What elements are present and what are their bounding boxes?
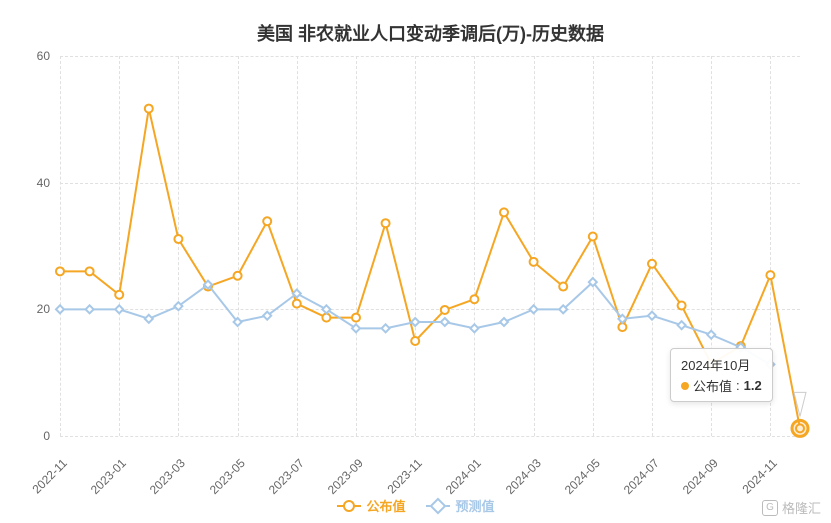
legend-label-forecast: 预测值: [456, 496, 495, 515]
legend-label-actual: 公布值: [366, 496, 405, 515]
chart-container: 美国 非农就业人口变动季调后(万)-历史数据 0204060 2022-1120…: [0, 0, 831, 523]
chart-svg: [60, 56, 800, 436]
y-axis: 0204060: [10, 56, 50, 436]
watermark-text: 格隆汇: [782, 498, 821, 517]
legend-item-forecast[interactable]: 预测值: [426, 496, 495, 515]
legend-marker-forecast-icon: [426, 505, 450, 507]
watermark-icon: G: [762, 500, 778, 516]
legend: 公布值 预测值: [336, 496, 494, 515]
watermark: G 格隆汇: [762, 498, 821, 517]
legend-marker-actual-icon: [336, 505, 360, 507]
chart-title: 美国 非农就业人口变动季调后(万)-历史数据: [60, 20, 801, 46]
plot-area[interactable]: 0204060 2022-112023-012023-032023-052023…: [60, 56, 800, 436]
legend-item-actual[interactable]: 公布值: [336, 496, 405, 515]
